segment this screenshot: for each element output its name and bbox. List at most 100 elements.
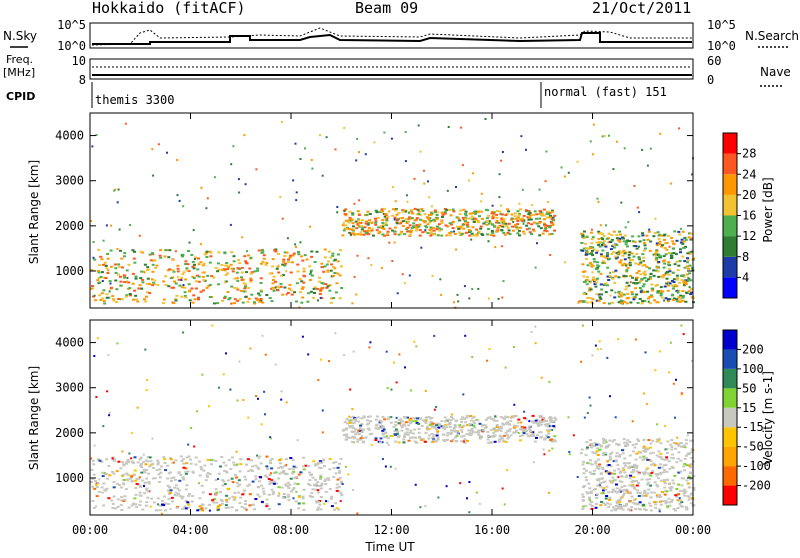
velocity-echo-cell (350, 425, 354, 428)
power-echo-cell (188, 289, 192, 292)
power-echo-cell (495, 213, 499, 216)
power-scatter-cell (453, 230, 456, 233)
power-echo-cell (541, 232, 545, 235)
velocity-echo-cell (319, 474, 323, 477)
velocity-echo-cell (299, 471, 303, 474)
velocity-echo-cell (451, 438, 455, 441)
velocity-echo-cell (187, 494, 191, 497)
power-scatter-cell (380, 266, 383, 269)
velocity-echo-cell (664, 502, 668, 505)
velocity-echo-cell (661, 500, 665, 503)
power-colorbar-segment (723, 256, 737, 278)
velocity-echo-cell (349, 436, 353, 439)
power-echo-cell (590, 301, 594, 304)
power-echo-cell (502, 219, 506, 222)
power-echo-cell (545, 230, 549, 233)
velocity-echo-cell (554, 418, 558, 421)
power-echo-cell (689, 232, 693, 235)
velocity-echo-cell (91, 485, 95, 488)
velocity-echo-cell (674, 447, 678, 450)
power-echo-cell (602, 302, 606, 305)
velocity-echo-cell (543, 438, 547, 440)
velocity-echo-cell (150, 497, 154, 500)
velocity-echo-cell (316, 508, 320, 511)
velocity-echo-cell (406, 416, 409, 419)
power-scatter-cell (563, 175, 566, 178)
power-echo-cell (675, 278, 679, 281)
power-echo-cell (666, 289, 670, 292)
velocity-echo-cell (362, 416, 366, 419)
power-echo-cell (661, 244, 664, 247)
velocity-echo-cell (426, 428, 430, 431)
power-echo-cell (601, 249, 605, 252)
velocity-echo-cell (667, 460, 671, 463)
velocity-scatter-cell (606, 471, 609, 474)
velocity-echo-cell (181, 507, 184, 510)
velocity-echo-cell (683, 457, 687, 460)
velocity-echo-cell (465, 433, 469, 436)
power-echo-cell (655, 256, 659, 259)
velocity-scatter-cell (260, 423, 263, 426)
velocity-echo-cell (442, 427, 446, 430)
power-echo-cell (197, 298, 200, 301)
power-echo-cell (435, 218, 439, 221)
power-echo-cell (292, 252, 296, 255)
velocity-echo-cell (427, 434, 431, 437)
velocity-scatter-cell (672, 382, 675, 385)
power-echo-cell (421, 219, 425, 222)
velocity-echo-cell (470, 428, 474, 430)
power-echo-cell (512, 217, 516, 220)
power-echo-cell (646, 290, 650, 293)
power-echo-cell (597, 232, 601, 235)
velocity-scatter-cell (319, 358, 322, 361)
power-echo-cell (642, 239, 646, 242)
velocity-echo-cell (428, 423, 432, 426)
velocity-echo-cell (400, 429, 404, 432)
power-echo-cell (679, 298, 683, 301)
power-echo-cell (588, 286, 592, 289)
power-echo-cell (521, 217, 525, 220)
velocity-echo-cell (601, 468, 605, 470)
velocity-echo-cell (581, 499, 585, 502)
power-echo-cell (527, 218, 531, 221)
velocity-echo-cell (215, 501, 219, 504)
power-echo-cell (417, 225, 421, 228)
power-scatter-cell (229, 223, 232, 226)
power-echo-cell (357, 214, 361, 216)
power-scatter-cell (424, 229, 427, 232)
velocity-echo-cell (465, 439, 469, 442)
power-scatter-cell (140, 287, 143, 290)
power-echo-cell (293, 291, 297, 294)
velocity-echo-cell (248, 483, 251, 486)
velocity-scatter-cell (285, 463, 288, 466)
power-echo-cell (223, 269, 227, 272)
power-scatter-cell (590, 228, 593, 231)
velocity-echo-cell (236, 485, 240, 488)
power-echo-cell (681, 255, 685, 258)
velocity-echo-cell (508, 428, 512, 431)
velocity-echo-cell (444, 420, 448, 423)
power-echo-cell (607, 232, 611, 235)
velocity-echo-cell (316, 481, 320, 484)
power-echo-cell (452, 210, 456, 213)
velocity-colorbar-tick-label: 200 (742, 342, 764, 356)
velocity-echo-cell (482, 429, 486, 432)
velocity-echo-cell (216, 505, 220, 508)
velocity-echo-cell (446, 431, 450, 434)
power-echo-cell (504, 214, 508, 216)
power-echo-cell (634, 287, 638, 290)
velocity-echo-cell (162, 504, 166, 507)
power-echo-cell (327, 260, 331, 263)
velocity-echo-cell (265, 503, 269, 505)
power-echo-cell (680, 279, 684, 282)
velocity-echo-cell (177, 489, 181, 492)
velocity-scatter-cell (517, 432, 520, 434)
velocity-echo-cell (143, 471, 147, 474)
power-echo-cell (466, 221, 470, 224)
velocity-scatter-cell (598, 340, 601, 343)
velocity-echo-cell (198, 497, 202, 500)
velocity-echo-cell (396, 432, 399, 435)
power-echo-cell (623, 234, 627, 237)
power-scatter-cell (627, 221, 630, 224)
power-echo-cell (320, 262, 324, 265)
